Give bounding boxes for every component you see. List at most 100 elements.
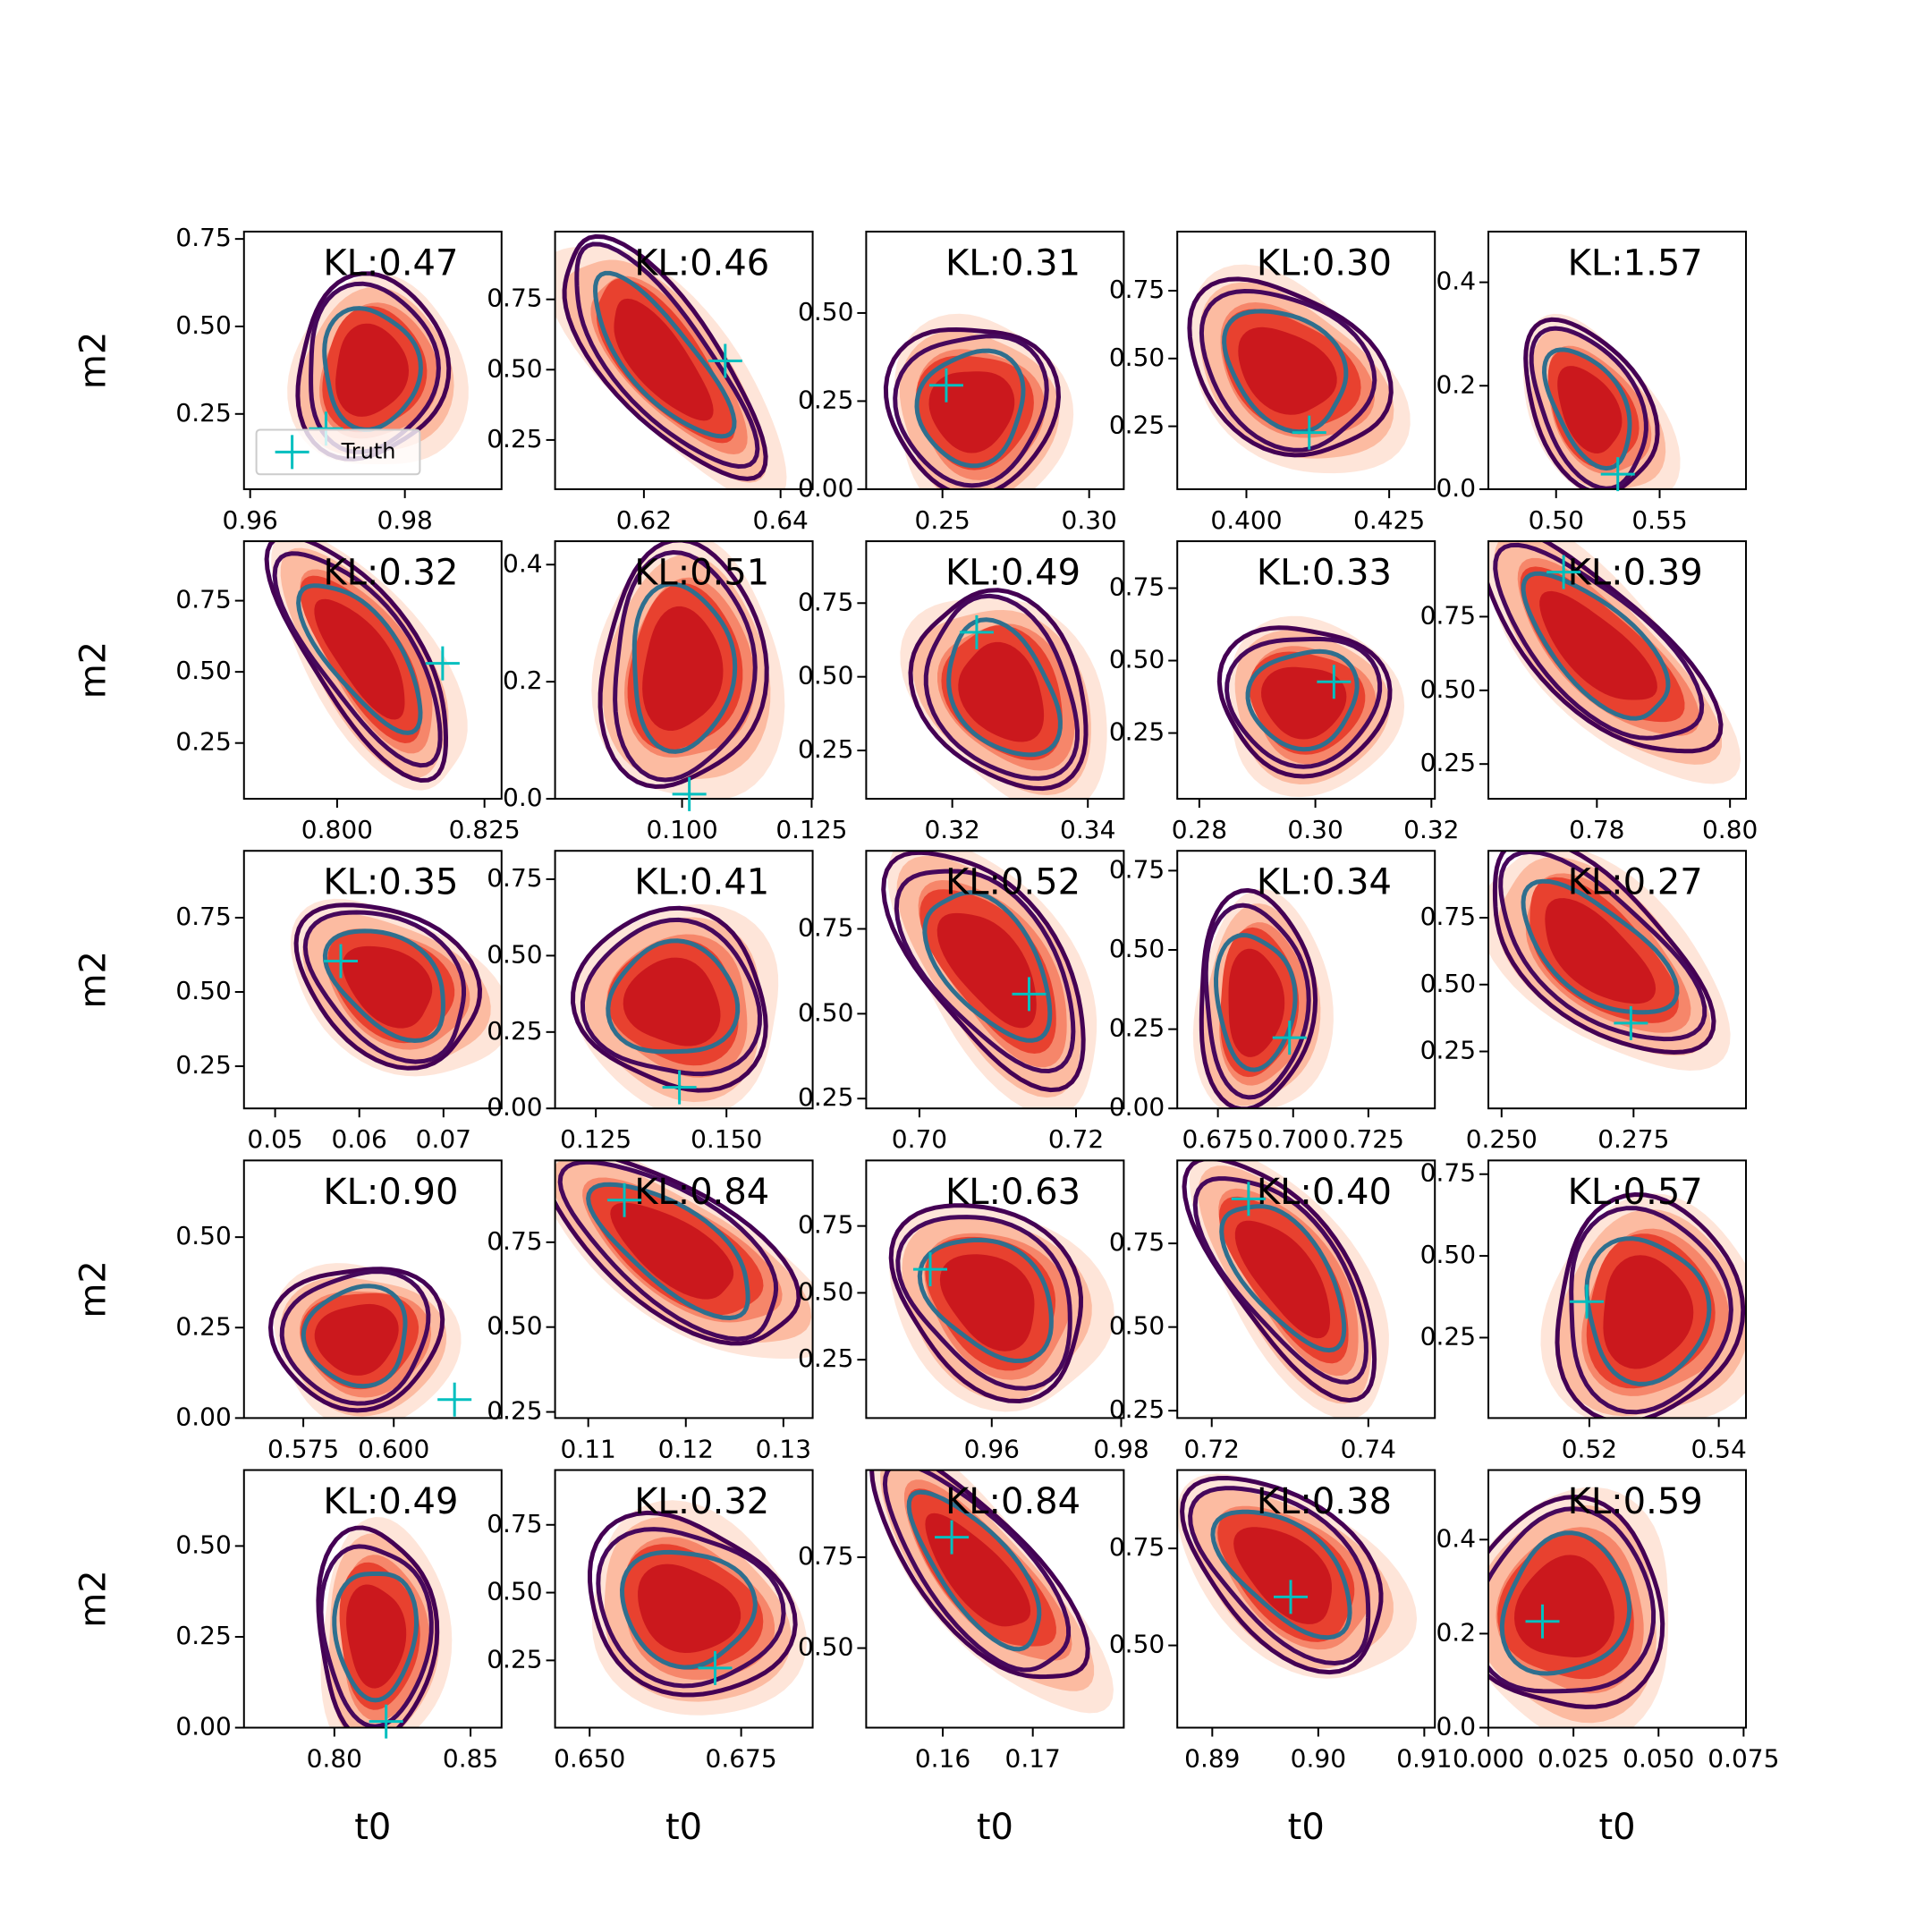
y-tick-label: 0.2 [1436,369,1476,399]
truth-marker [1614,1005,1648,1040]
y-tick-label: 0.75 [1109,1227,1165,1257]
truth-marker [698,1650,733,1685]
x-tick-label: 0.30 [1287,815,1343,844]
y-axis-label: m2 [73,332,114,389]
contour-line [1210,1509,1352,1640]
contour-line [322,928,445,1044]
subplot: 0.05 0.06 0.07 0.25 0.50 0.75 KL:0.35 m2 [73,850,503,1154]
y-tick-label: 0.75 [798,1541,853,1571]
y-tick-label: 0.75 [175,902,231,931]
y-tick-label: 0.50 [175,1530,231,1559]
density-fill [1539,590,1657,700]
x-tick-label: 0.700 [1258,1124,1329,1154]
density-fill [614,298,714,421]
density-fill [936,912,1037,1029]
x-tick-label: 0.96 [964,1434,1020,1463]
density [555,1160,813,1360]
x-tick-label: 0.275 [1597,1124,1669,1154]
density-fill [1261,666,1347,740]
density [1488,851,1731,1071]
x-tick-label: 0.90 [1291,1744,1346,1774]
density [1192,887,1334,1109]
contour-line [869,1470,1090,1680]
x-tick-label: 0.28 [1172,815,1227,844]
x-tick-label: 0.675 [706,1744,777,1774]
density [1540,1191,1747,1419]
y-tick-label: 0.4 [1436,1523,1476,1553]
truth-marker [1317,665,1352,699]
density-fill [1514,1555,1614,1657]
contour-line [1222,309,1349,435]
x-tick-label: 0.98 [377,505,432,535]
contour-line [1499,1530,1632,1676]
contour-line [1192,1176,1368,1385]
axes-frame [242,1469,503,1729]
x-tick-label: 0.125 [560,1124,631,1154]
y-tick-label: 0.50 [487,1311,542,1341]
axes-frame [554,1469,814,1729]
y-tick-label: 0.25 [175,398,231,428]
axes-frame [242,540,503,801]
x-tick-label: 0.07 [416,1124,471,1154]
y-tick-label: 0.50 [1109,1311,1165,1341]
contour-line [1199,288,1377,453]
subplot-title: KL:0.90 [323,1172,458,1213]
contour-line [267,1267,445,1413]
x-tick-label: 0.725 [1333,1124,1404,1154]
contour-line [1529,326,1648,489]
subplot: 0.62 0.64 0.25 0.50 0.75 KL:0.46 [487,230,814,535]
x-tick-label: 0.25 [915,505,970,535]
density-fill [1233,1527,1332,1624]
subplot: 0.000 0.025 0.050 0.075 0.0 0.2 0.4 KL:0.59 t0 [1436,1469,1779,1848]
density [267,1263,462,1419]
truth-marker [913,1252,948,1287]
subplot: 0.80 0.85 0.00 0.25 0.50 KL:0.49 t0 m2 [73,1469,503,1848]
subplot-title: KL:0.31 [945,242,1080,284]
truth-marker [1292,415,1326,450]
subplot-title: KL:0.47 [323,242,458,284]
subplot-title: KL:1.57 [1568,242,1703,284]
axes-frame [865,1159,1125,1419]
density [1177,1473,1418,1679]
density-fill [1228,948,1285,1057]
density-fill [1238,326,1337,415]
x-axis-label: t0 [1598,1807,1635,1848]
subplot: 0.78 0.80 0.25 0.50 0.75 KL:0.39 [1420,540,1758,844]
y-tick-label: 0.25 [798,734,853,764]
contour-line [1203,902,1311,1100]
axes-frame [554,850,814,1110]
x-tick-label: 0.150 [691,1124,762,1154]
x-tick-label: 0.91 [1396,1744,1452,1774]
subplot-title: KL:0.84 [634,1172,769,1213]
axes-frame [865,850,1125,1110]
subplot: 0.100 0.125 0.0 0.2 0.4 KL:0.51 [503,540,848,844]
subplot-title: KL:0.35 [323,862,458,903]
truth-marker [369,1704,403,1739]
contour-line [881,851,1086,1093]
subplot: 0.250 0.275 0.25 0.50 0.75 KL:0.27 [1420,850,1748,1154]
y-tick-label: 0.25 [1109,717,1165,747]
density-fill [939,1254,1035,1352]
contour-line [888,1203,1084,1404]
contour-line [908,588,1089,792]
density [1216,615,1405,798]
axes-frame [1487,1159,1748,1419]
axes-frame [1176,1469,1436,1729]
density [290,898,502,1077]
subplot: 0.52 0.54 0.25 0.50 0.75 KL:0.57 [1420,1158,1748,1463]
contour-line [580,917,763,1077]
x-tick-label: 0.06 [332,1124,387,1154]
y-tick-label: 0.75 [487,863,542,893]
density-fill [610,1202,734,1300]
y-tick-label: 0.75 [1420,1158,1476,1188]
y-tick-label: 0.75 [487,1226,542,1256]
x-axis-label: t0 [665,1807,702,1848]
truth-marker [672,776,707,811]
contour-line [301,1284,408,1389]
y-tick-label: 0.75 [1109,572,1165,602]
axes-frame [554,540,814,801]
subplot: 0.32 0.34 0.25 0.50 0.75 KL:0.49 [798,540,1125,844]
subplot-title: KL:0.34 [1257,862,1392,903]
y-tick-label: 0.2 [503,665,543,695]
x-tick-label: 0.05 [247,1124,302,1154]
